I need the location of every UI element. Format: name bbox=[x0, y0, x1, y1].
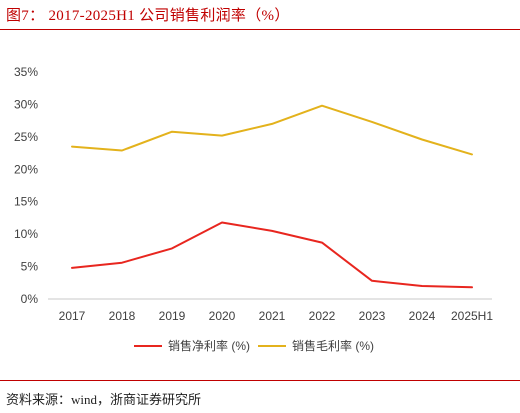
y-tick-label: 10% bbox=[14, 227, 38, 241]
title-divider bbox=[0, 29, 520, 30]
figure-title: 图7： 2017-2025H1 公司销售利润率（%） bbox=[6, 8, 290, 24]
x-tick-label: 2017 bbox=[59, 309, 86, 323]
series-line-0 bbox=[71, 221, 473, 289]
legend-label: 销售毛利率 (%) bbox=[292, 338, 374, 353]
y-tick-label: 25% bbox=[14, 130, 38, 144]
y-tick-label: 20% bbox=[14, 162, 38, 176]
x-tick-label: 2021 bbox=[259, 309, 286, 323]
x-tick-label: 2022 bbox=[309, 309, 336, 323]
y-axis: 0% 5% 10% 15% 20% 25% 30% 35% bbox=[14, 65, 38, 306]
source-note: 资料来源：wind，浙商证券研究所 bbox=[6, 392, 202, 407]
x-tick-label: 2025H1 bbox=[451, 309, 493, 323]
legend-label: 销售净利率 (%) bbox=[168, 338, 250, 353]
x-tick-label: 2018 bbox=[109, 309, 136, 323]
y-tick-label: 5% bbox=[21, 260, 39, 274]
x-tick-label: 2023 bbox=[359, 309, 386, 323]
source-divider bbox=[0, 380, 520, 381]
x-tick-label: 2019 bbox=[159, 309, 186, 323]
y-tick-label: 15% bbox=[14, 195, 38, 209]
x-tick-label: 2020 bbox=[209, 309, 236, 323]
series-lines bbox=[71, 104, 473, 289]
x-axis: 2017 2018 2019 2020 2021 2022 2023 2024 2025H1 bbox=[48, 298, 493, 323]
y-tick-label: 30% bbox=[14, 97, 38, 111]
x-tick-label: 2024 bbox=[409, 309, 436, 323]
y-tick-label: 35% bbox=[14, 65, 38, 79]
y-tick-label: 0% bbox=[21, 292, 39, 306]
series-line-1 bbox=[71, 104, 473, 156]
legend: 销售净利率 (%) 销售毛利率 (%) bbox=[134, 338, 374, 353]
